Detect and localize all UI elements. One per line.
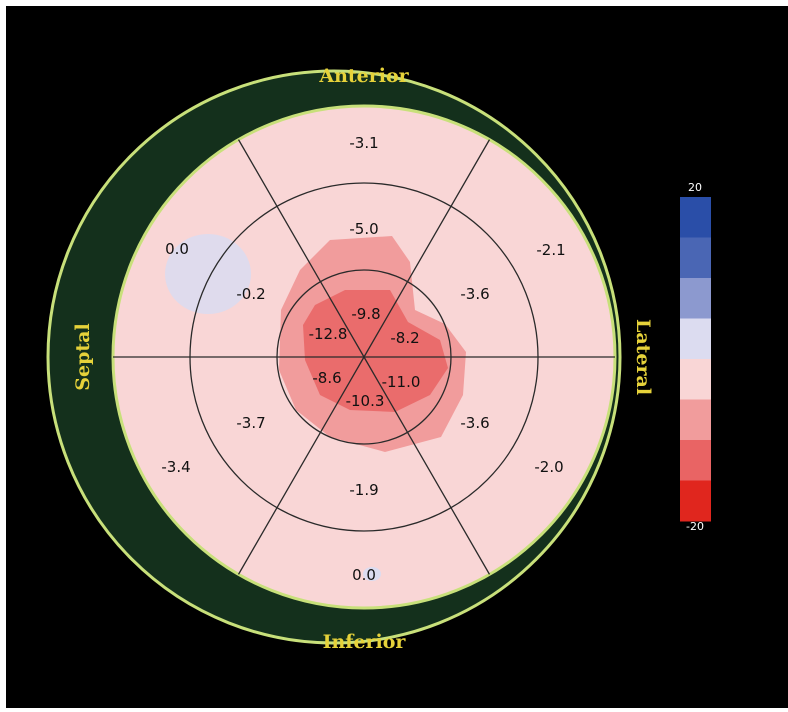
strain-patch-positive	[165, 234, 251, 314]
color-scale-band	[680, 359, 711, 400]
segment-divider	[406, 139, 491, 282]
label-inferior: Inferior	[323, 631, 407, 653]
apical-dividers	[277, 281, 451, 433]
segment-apical-anterior: -9.8	[351, 305, 380, 323]
color-scale-band	[680, 318, 711, 360]
label-anterior: Anterior	[318, 65, 409, 87]
scale-min-label: -20	[686, 520, 704, 533]
segment-mid-anteroseptal: -0.2	[236, 285, 265, 303]
label-lateral: Lateral	[632, 319, 654, 395]
segment-divider	[406, 432, 491, 575]
segment-basal-anterolateral: -2.1	[536, 241, 565, 259]
segment-mid-anterior: -5.0	[349, 220, 378, 238]
color-scale	[680, 197, 711, 522]
apical-divider	[319, 356, 365, 433]
segment-basal-inferolateral: -2.0	[534, 458, 563, 476]
segment-basal-anterior: -3.1	[349, 134, 378, 152]
segment-apical-septal: -12.8	[309, 325, 348, 343]
strain-patch-small	[363, 567, 381, 581]
segment-grid	[113, 139, 615, 575]
apical-divider	[319, 281, 365, 358]
segment-divider	[237, 139, 322, 282]
apical-divider	[363, 356, 409, 433]
apical-divider	[363, 281, 409, 358]
label-septal: Septal	[72, 323, 94, 390]
color-scale-band	[680, 440, 711, 481]
segment-apical-septal-inferior: -8.6	[312, 369, 341, 387]
color-scale-band	[680, 278, 711, 319]
strain-patch-strong	[303, 290, 448, 412]
basal-mid-dividers	[113, 139, 615, 575]
segment-values: -3.1 -2.1 -2.0 0.0 -3.4 0.0 -5.0 -3.6 -3…	[161, 134, 565, 584]
scale-max-label: 20	[688, 181, 702, 194]
segment-basal-anteroseptal: 0.0	[165, 240, 189, 258]
segment-basal-inferoseptal: -3.4	[161, 458, 190, 476]
segment-mid-inferoseptal: -3.7	[236, 414, 265, 432]
segment-apical-inferior: -10.3	[346, 392, 385, 410]
color-scale-band	[680, 399, 711, 441]
segment-divider	[237, 432, 322, 575]
segment-mid-inferior: -1.9	[349, 481, 378, 499]
segment-basal-inferior: 0.0	[352, 566, 376, 584]
segment-apical-lateral-inferior: -11.0	[382, 373, 421, 391]
segment-mid-anterolateral: -3.6	[460, 285, 489, 303]
segment-mid-inferolateral: -3.6	[460, 414, 489, 432]
color-scale-band	[680, 197, 711, 238]
color-scale-band	[680, 237, 711, 279]
color-scale-band	[680, 480, 711, 522]
segment-apical-lateral: -8.2	[390, 329, 419, 347]
